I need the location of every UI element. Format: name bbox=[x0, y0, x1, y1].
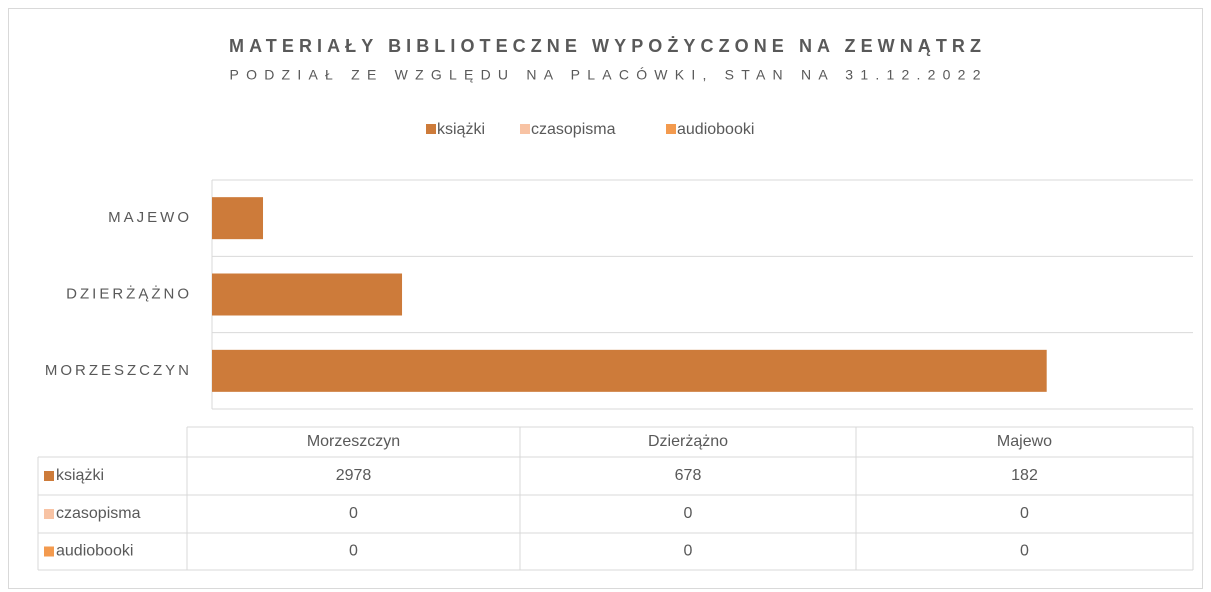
table-row-label: czasopisma bbox=[56, 505, 141, 522]
legend-label: audiobooki bbox=[677, 121, 754, 138]
bar bbox=[212, 273, 403, 316]
table-cell: 0 bbox=[1020, 505, 1029, 522]
category-label: Morzeszczyn bbox=[45, 362, 192, 379]
chart-subtitle: PODZIAŁ ZE WZGLĘDU NA PLACÓWKI, STAN NA … bbox=[230, 67, 981, 83]
table-cell: 0 bbox=[349, 505, 358, 522]
legend-key bbox=[666, 124, 676, 134]
table-cell: 0 bbox=[684, 543, 693, 560]
table-legend-key bbox=[44, 509, 54, 519]
table-row-label: książki bbox=[56, 467, 104, 484]
category-label: Majewo bbox=[108, 209, 192, 226]
table-header: Majewo bbox=[997, 433, 1052, 450]
table-cell: 182 bbox=[1011, 467, 1038, 484]
table-cell: 678 bbox=[675, 467, 702, 484]
table-legend-key bbox=[44, 471, 54, 481]
table-legend-key bbox=[44, 546, 54, 557]
table-header: Dzierżążno bbox=[648, 433, 728, 450]
table-cell: 2978 bbox=[336, 467, 372, 484]
legend-label: czasopisma bbox=[531, 121, 616, 138]
table-cell: 0 bbox=[1020, 543, 1029, 560]
bar bbox=[212, 349, 1047, 392]
chart-title: MATERIAŁY BIBLIOTECZNE WYPOŻYCZONE NA ZE… bbox=[229, 36, 981, 56]
legend-key bbox=[520, 124, 530, 134]
chart-border bbox=[8, 8, 1203, 589]
table-cell: 0 bbox=[349, 543, 358, 560]
legend-key bbox=[426, 124, 436, 134]
bar bbox=[212, 197, 264, 240]
legend-label: książki bbox=[437, 121, 485, 138]
category-label: Dzierżążno bbox=[66, 284, 192, 302]
table-row-label: audiobooki bbox=[56, 543, 133, 560]
table-header: Morzeszczyn bbox=[307, 433, 400, 450]
table-cell: 0 bbox=[684, 505, 693, 522]
